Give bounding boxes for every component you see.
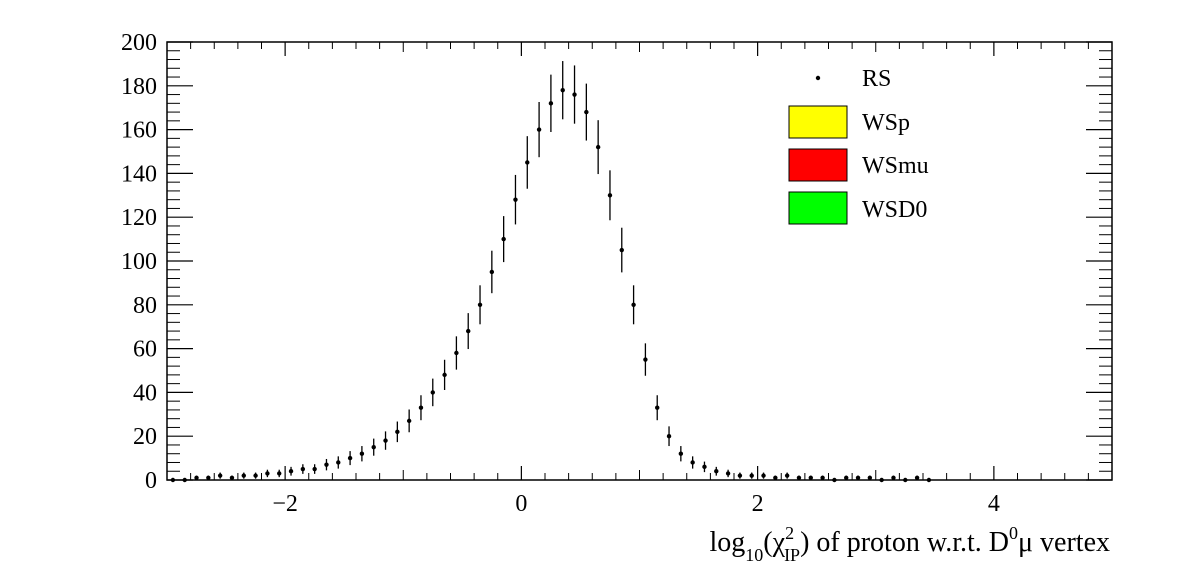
data-point bbox=[725, 471, 731, 476]
legend-entry-wsd0: WSD0 bbox=[788, 191, 927, 225]
data-point bbox=[655, 405, 660, 410]
data-point bbox=[206, 475, 211, 481]
data-point bbox=[867, 475, 873, 481]
data-point bbox=[406, 418, 412, 424]
x-tick-labels: −2 0 2 4 bbox=[272, 491, 1000, 517]
data-point bbox=[572, 92, 577, 97]
data-point bbox=[300, 466, 306, 472]
data-series-rs bbox=[170, 61, 932, 483]
data-point bbox=[844, 475, 849, 481]
data-point bbox=[324, 462, 329, 467]
data-point bbox=[584, 109, 589, 115]
data-point bbox=[855, 475, 861, 481]
data-point bbox=[229, 475, 235, 481]
legend-label-wsp: WSp bbox=[862, 110, 910, 136]
legend-label-wsmu: WSmu bbox=[862, 153, 929, 179]
data-point bbox=[595, 144, 601, 150]
data-point bbox=[217, 473, 223, 478]
data-point bbox=[773, 475, 778, 481]
x-tick-label: 2 bbox=[752, 491, 764, 517]
x-tick-label: 0 bbox=[515, 491, 527, 517]
data-point bbox=[643, 357, 648, 362]
data-point bbox=[891, 475, 896, 481]
legend-marker-rs bbox=[815, 75, 821, 81]
y-tick-label: 140 bbox=[121, 161, 157, 187]
y-tick-labels: 0 20 40 60 80 100 120 140 160 180 200 bbox=[121, 30, 157, 494]
y-tick-label: 180 bbox=[121, 74, 157, 100]
data-point bbox=[761, 473, 766, 478]
x-axis-title: log10(χ2 IP) of proton w.r.t. D0μ vertex bbox=[710, 523, 1110, 565]
y-tick-label: 0 bbox=[145, 468, 157, 494]
legend-entry-wsp: WSp bbox=[788, 105, 910, 139]
y-tick-label: 40 bbox=[133, 380, 157, 406]
data-point bbox=[796, 475, 802, 481]
data-point bbox=[383, 438, 388, 443]
data-point bbox=[477, 302, 483, 307]
data-point bbox=[820, 475, 825, 481]
data-point bbox=[253, 473, 258, 478]
legend-label-rs: RS bbox=[862, 66, 891, 92]
data-point bbox=[784, 473, 790, 478]
data-point bbox=[288, 469, 294, 474]
legend-swatch-wsp bbox=[788, 105, 848, 139]
x-tick-label: −2 bbox=[272, 491, 298, 517]
data-point bbox=[501, 236, 506, 242]
data-point bbox=[359, 451, 365, 456]
data-point bbox=[442, 372, 447, 378]
data-point bbox=[914, 475, 920, 481]
data-point bbox=[371, 444, 376, 450]
y-tick-label: 80 bbox=[133, 293, 157, 319]
legend: RS WSp WSmu WSD0 bbox=[788, 66, 929, 225]
data-point bbox=[489, 269, 495, 275]
y-tick-label: 60 bbox=[133, 337, 157, 363]
data-point bbox=[631, 302, 636, 307]
data-point bbox=[194, 475, 199, 481]
y-tick-label: 100 bbox=[121, 249, 157, 275]
data-point bbox=[312, 466, 317, 472]
data-point bbox=[277, 471, 282, 476]
legend-swatch-wsd0 bbox=[788, 191, 848, 225]
data-point bbox=[737, 473, 743, 478]
legend-entry-rs: RS bbox=[815, 66, 891, 92]
legend-label-wsd0: WSD0 bbox=[862, 197, 927, 223]
data-point bbox=[714, 469, 719, 474]
data-point bbox=[548, 101, 554, 106]
data-point bbox=[525, 160, 530, 165]
y-tick-label: 200 bbox=[121, 30, 157, 56]
data-point bbox=[702, 464, 707, 470]
data-point bbox=[513, 197, 518, 202]
data-point bbox=[336, 460, 341, 465]
data-point bbox=[749, 473, 754, 478]
data-point bbox=[808, 475, 813, 481]
x-tick-label: 4 bbox=[988, 491, 1000, 517]
data-point bbox=[430, 390, 435, 395]
data-point bbox=[678, 451, 684, 456]
data-point bbox=[395, 429, 400, 435]
data-point bbox=[265, 471, 270, 476]
data-point bbox=[347, 455, 353, 461]
data-point bbox=[619, 247, 624, 253]
legend-swatch-wsmu bbox=[788, 148, 848, 182]
y-tick-label: 20 bbox=[133, 424, 157, 450]
data-point bbox=[454, 350, 459, 356]
data-point bbox=[241, 473, 246, 478]
axis-ticks bbox=[166, 41, 1113, 481]
data-point bbox=[607, 193, 613, 198]
data-point bbox=[536, 127, 542, 132]
legend-entry-wsmu: WSmu bbox=[788, 148, 929, 182]
data-point bbox=[466, 328, 471, 334]
data-point bbox=[418, 405, 424, 410]
y-tick-label: 120 bbox=[121, 205, 157, 231]
data-point bbox=[560, 87, 565, 93]
data-point bbox=[690, 460, 695, 465]
data-point bbox=[666, 434, 672, 439]
y-tick-label: 160 bbox=[121, 118, 157, 144]
